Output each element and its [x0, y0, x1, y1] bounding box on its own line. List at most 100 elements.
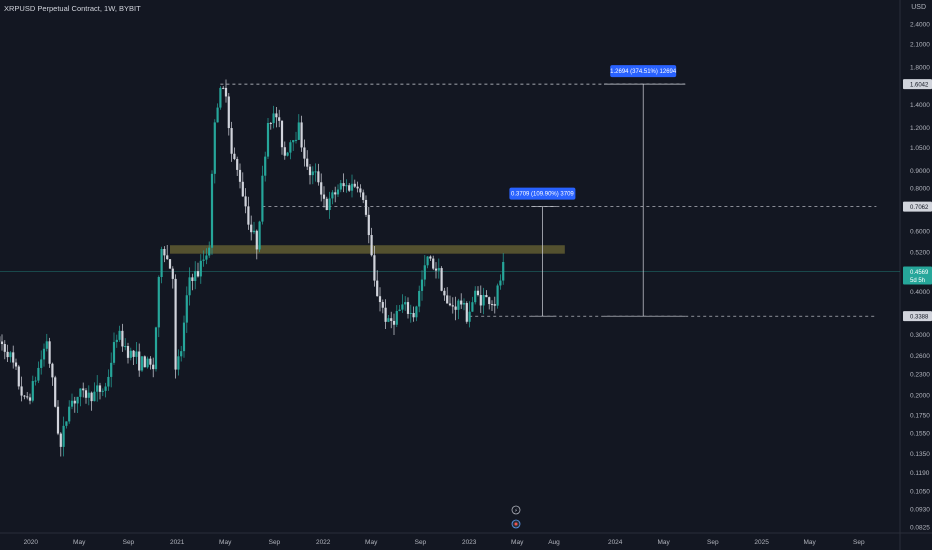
price-level-tag-text: 0.3388	[910, 315, 929, 321]
bearish-candle	[359, 188, 362, 193]
earnings-event-dot	[514, 522, 518, 526]
bullish-candle	[31, 381, 34, 401]
bearish-candle	[152, 364, 155, 370]
bullish-candle	[40, 359, 43, 368]
bullish-candle	[104, 386, 107, 391]
bearish-candle	[26, 396, 29, 398]
supply-zone-layer	[170, 245, 565, 254]
price-tick: 1.2000	[910, 125, 930, 132]
price-tick: 2.4000	[910, 22, 930, 29]
bullish-candle	[96, 385, 99, 392]
bearish-candle	[440, 268, 443, 291]
bearish-candle	[238, 169, 242, 182]
time-tick: May	[803, 539, 816, 546]
bullish-candle	[101, 390, 104, 392]
price-level-tag[interactable]	[903, 311, 932, 322]
bearish-candle	[300, 122, 303, 148]
bullish-candle	[76, 396, 79, 404]
bearish-candle	[54, 377, 57, 407]
measure-tools-layer[interactable]: 1.2694 (374.51%) 12694 0.3709 (109.90%) 3…	[509, 65, 686, 317]
bullish-candle	[297, 122, 300, 140]
bearish-candle	[364, 199, 368, 215]
bullish-candle	[194, 271, 197, 281]
bearish-candle	[168, 259, 172, 269]
bearish-candle	[227, 96, 230, 129]
bullish-candle	[182, 322, 186, 352]
bearish-candle	[392, 320, 396, 325]
bearish-candle	[275, 113, 278, 118]
bullish-candle	[140, 356, 144, 371]
price-axis[interactable]: 2.4000 2.1000 1.8000 1.6042 1.4000 1.2000 1.05…	[903, 22, 932, 532]
bearish-candle	[236, 159, 239, 170]
bullish-candle	[93, 391, 96, 402]
bearish-candle	[241, 181, 244, 197]
bearish-candle	[138, 351, 141, 371]
time-tick: Sep	[415, 539, 427, 546]
bearish-candle	[493, 304, 496, 306]
bullish-candle	[404, 302, 407, 305]
time-tick: Sep	[269, 539, 281, 546]
measure-callout[interactable]	[610, 65, 677, 78]
bearish-candle	[191, 277, 194, 281]
bullish-candle	[401, 304, 404, 310]
bullish-candle	[202, 259, 205, 261]
bearish-candle	[317, 171, 320, 183]
bullish-candle	[398, 309, 401, 311]
bullish-candle	[286, 152, 289, 156]
price-tick: 0.1550	[910, 430, 930, 437]
bullish-candle	[289, 142, 292, 153]
bullish-candle	[118, 330, 121, 340]
current-price-text: 0.4569	[910, 270, 929, 276]
bearish-candle	[303, 147, 306, 159]
bullish-candle	[311, 171, 314, 176]
bullish-candle	[129, 350, 132, 358]
time-axis[interactable]: 2020 May Sep 2021 May Sep 2022 May Sep 2023 May Aug…	[24, 539, 865, 546]
time-tick: 2023	[462, 539, 477, 546]
bearish-candle	[485, 295, 488, 298]
candles-layer	[0, 79, 505, 457]
bearish-candle	[381, 302, 384, 308]
bullish-candle	[45, 341, 48, 349]
bearish-candle	[448, 303, 452, 306]
bullish-candle	[462, 303, 466, 305]
chart-title: XRPUSD Perpetual Contract, 1W, BYBIT	[4, 4, 141, 13]
bearish-candle	[446, 295, 449, 304]
bearish-candle	[362, 192, 365, 200]
bullish-candle	[292, 140, 295, 143]
bearish-candle	[132, 350, 135, 357]
event-markers[interactable]: ⚡	[511, 505, 521, 529]
price-level-tag[interactable]	[903, 79, 932, 90]
measure-callout[interactable]	[509, 187, 576, 200]
bullish-candle	[482, 295, 485, 306]
current-price-tag[interactable]	[903, 266, 932, 285]
bullish-candle	[146, 358, 149, 368]
bullish-candle	[252, 230, 256, 233]
bearish-candle	[20, 386, 23, 396]
bullish-candle	[426, 256, 429, 266]
bullish-candle	[65, 421, 68, 426]
resistance-zone[interactable]	[170, 245, 565, 254]
price-tick: 0.3000	[910, 332, 930, 339]
bearish-candle	[322, 194, 326, 199]
price-level-tag[interactable]	[903, 201, 932, 212]
bullish-candle	[420, 279, 424, 291]
bearish-candle	[143, 356, 146, 368]
bearish-candle	[432, 258, 435, 269]
price-tick: 0.9000	[910, 168, 930, 175]
bullish-candle	[135, 351, 138, 357]
bearish-candle	[222, 87, 225, 89]
bearish-candle	[149, 358, 152, 365]
bullish-candle	[331, 192, 334, 199]
time-tick: May	[73, 539, 86, 546]
bearish-candle	[23, 395, 26, 397]
bearish-candle	[280, 120, 284, 148]
time-tick: May	[657, 539, 670, 546]
bearish-candle	[429, 256, 432, 259]
lightning-event-icon[interactable]	[511, 505, 521, 515]
bearish-candle	[373, 255, 376, 281]
price-tick: 0.2300	[910, 371, 930, 378]
bullish-candle	[502, 262, 505, 281]
time-tick: May	[365, 539, 378, 546]
bearish-candle	[320, 182, 323, 195]
